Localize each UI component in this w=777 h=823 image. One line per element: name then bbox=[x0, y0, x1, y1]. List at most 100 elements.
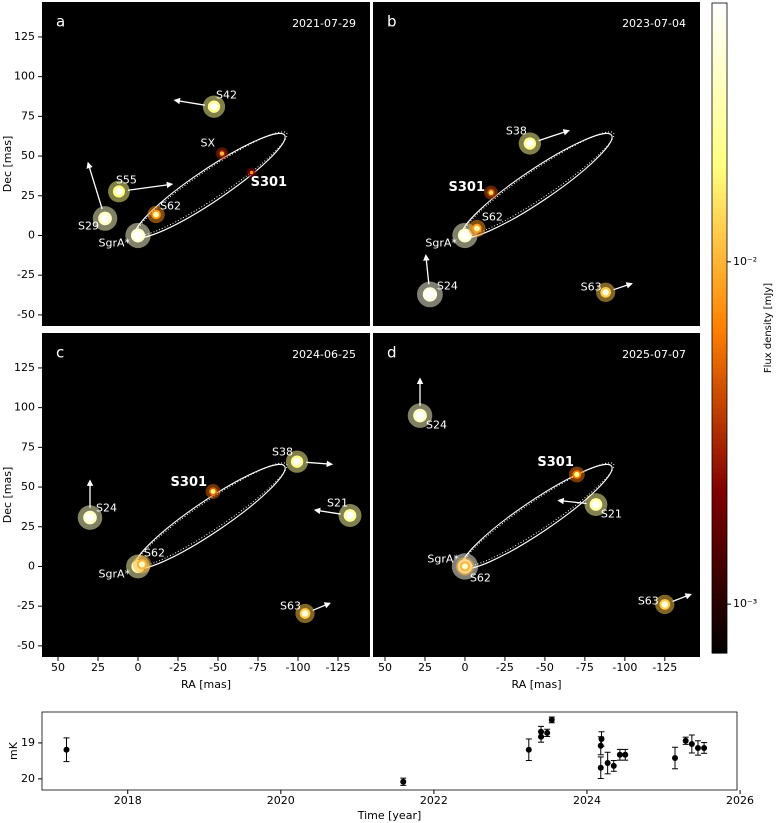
colorbar-segment bbox=[712, 428, 727, 434]
y-tick-label: -50 bbox=[17, 639, 35, 652]
star-core bbox=[526, 139, 534, 148]
colorbar-segment bbox=[712, 538, 727, 544]
star-label: S24 bbox=[426, 419, 447, 432]
colorbar-segment bbox=[712, 488, 727, 494]
colorbar-segment bbox=[712, 603, 727, 609]
panel-letter: d bbox=[387, 344, 397, 362]
x-tick-label: 2018 bbox=[114, 794, 142, 807]
star-label: S301 bbox=[171, 475, 208, 490]
star-core bbox=[133, 231, 143, 240]
colorbar-segment bbox=[712, 613, 727, 619]
colorbar-segment bbox=[712, 163, 727, 169]
panel-date: 2021-07-29 bbox=[292, 17, 356, 30]
colorbar-segment bbox=[712, 148, 727, 154]
y-tick-label: 75 bbox=[21, 440, 35, 453]
star-core bbox=[346, 511, 354, 520]
star-label: S24 bbox=[437, 279, 458, 292]
panel-letter: a bbox=[56, 13, 65, 31]
colorbar-segment bbox=[712, 513, 727, 519]
colorbar-segment bbox=[712, 138, 727, 144]
colorbar-segment bbox=[712, 453, 727, 459]
panel-date: 2025-07-07 bbox=[622, 348, 686, 361]
colorbar-segment bbox=[712, 48, 727, 54]
x-axis-label: Time [year] bbox=[357, 809, 422, 822]
data-point bbox=[688, 740, 695, 747]
colorbar-segment bbox=[712, 618, 727, 624]
y-tick-label: -25 bbox=[17, 268, 35, 281]
star-label: SgrA* bbox=[98, 236, 130, 249]
colorbar-label: Flux density [mJy] bbox=[763, 283, 774, 373]
colorbar-segment bbox=[712, 528, 727, 534]
colorbar-segment bbox=[712, 193, 727, 199]
colorbar-segment bbox=[712, 263, 727, 269]
x-tick-label: 0 bbox=[461, 661, 468, 674]
data-point bbox=[682, 737, 689, 744]
x-tick-label: 25 bbox=[91, 661, 105, 674]
colorbar-segment bbox=[712, 258, 727, 264]
colorbar-segment bbox=[712, 643, 727, 649]
colorbar-segment bbox=[712, 98, 727, 104]
y-tick-label: 125 bbox=[14, 30, 35, 43]
colorbar-segment bbox=[712, 123, 727, 129]
colorbar-segment bbox=[712, 13, 727, 19]
y-tick-label: 25 bbox=[21, 520, 35, 533]
orbit-dotted bbox=[136, 131, 288, 236]
data-point bbox=[597, 764, 604, 771]
colorbar-segment bbox=[712, 313, 727, 319]
y-tick-label: 100 bbox=[14, 401, 35, 414]
star-core bbox=[219, 151, 225, 156]
colorbar-segment bbox=[712, 348, 727, 354]
colorbar-segment bbox=[712, 558, 727, 564]
star-core bbox=[210, 102, 218, 111]
x-tick-label: -25 bbox=[496, 661, 514, 674]
star-core bbox=[488, 190, 494, 195]
colorbar-segment bbox=[712, 238, 727, 244]
star-label: S62 bbox=[482, 210, 503, 223]
colorbar-segment bbox=[712, 368, 727, 374]
data-point bbox=[400, 778, 407, 785]
colorbar-segment bbox=[712, 293, 727, 299]
data-point bbox=[622, 751, 629, 758]
colorbar-segment bbox=[712, 168, 727, 174]
y-tick-label: -25 bbox=[17, 599, 35, 612]
colorbar-segment bbox=[712, 103, 727, 109]
colorbar-segment bbox=[712, 518, 727, 524]
colorbar-segment bbox=[712, 553, 727, 559]
y-tick-label: -50 bbox=[17, 308, 35, 321]
star-core bbox=[153, 211, 159, 218]
motion-arrow bbox=[312, 602, 331, 611]
colorbar-segment bbox=[712, 573, 727, 579]
y-tick-label: 20 bbox=[21, 772, 35, 785]
data-point bbox=[525, 746, 532, 753]
colorbar-segment bbox=[712, 323, 727, 329]
star-label: SgrA* bbox=[98, 567, 130, 580]
motion-arrow bbox=[173, 97, 206, 106]
colorbar-segment bbox=[712, 333, 727, 339]
colorbar-segment bbox=[712, 3, 727, 9]
colorbar-segment bbox=[712, 23, 727, 29]
star-label: SgrA* bbox=[425, 236, 457, 249]
x-tick-label: 2020 bbox=[267, 794, 295, 807]
motion-arrow bbox=[672, 593, 692, 603]
star-label: S38 bbox=[506, 125, 527, 138]
orbit-dotted bbox=[463, 462, 615, 567]
star-label: SgrA* bbox=[427, 552, 459, 565]
colorbar-segment bbox=[712, 633, 727, 639]
star-label: S38 bbox=[272, 446, 293, 459]
colorbar-segment bbox=[712, 233, 727, 239]
x-tick-label: -100 bbox=[286, 661, 311, 674]
star-core bbox=[592, 500, 600, 509]
colorbar-segment bbox=[712, 353, 727, 359]
colorbar-segment bbox=[712, 223, 727, 229]
colorbar-segment bbox=[712, 33, 727, 39]
colorbar-segment bbox=[712, 298, 727, 304]
colorbar-segment bbox=[712, 463, 727, 469]
x-tick-label: -100 bbox=[612, 661, 637, 674]
y-tick-label: 75 bbox=[21, 109, 35, 122]
colorbar-segment bbox=[712, 468, 727, 474]
colorbar-segment bbox=[712, 308, 727, 314]
x-tick-label: 2022 bbox=[420, 794, 448, 807]
star-core bbox=[661, 601, 669, 608]
colorbar-segment bbox=[712, 423, 727, 429]
colorbar-segment bbox=[712, 153, 727, 159]
